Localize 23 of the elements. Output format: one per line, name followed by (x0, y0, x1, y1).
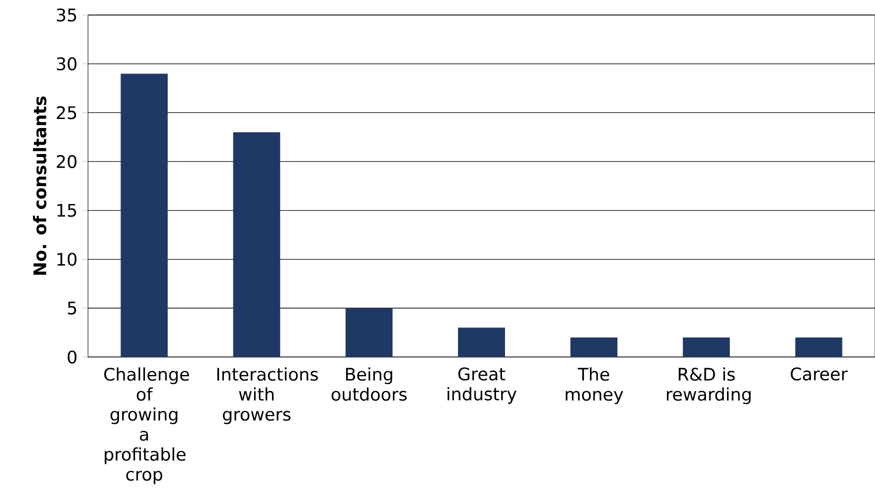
x-tick-label: Challenge of growing a profitable crop (104, 367, 189, 484)
bar (346, 308, 393, 357)
x-tick-label: Career (790, 367, 848, 381)
y-tick-label: 25 (56, 106, 76, 120)
x-tick-label: Interactions with growers (217, 367, 318, 424)
x-tick-label: The money (566, 367, 624, 404)
y-axis-title: No. of consultants (32, 96, 46, 275)
y-tick-label: 15 (57, 204, 76, 217)
y-tick-label: 30 (56, 57, 76, 70)
y-tick-label: 5 (68, 302, 76, 315)
x-tick-label: Being outdoors (332, 367, 407, 401)
bar (795, 337, 842, 357)
bar (570, 337, 618, 357)
bar (682, 337, 730, 357)
bar (233, 132, 280, 357)
y-tick-label: 0 (68, 350, 76, 364)
x-tick-label: Great industry (448, 367, 516, 404)
y-tick-label: 10 (57, 252, 76, 266)
y-tick-label: 35 (56, 8, 76, 22)
bar (120, 74, 168, 357)
bar (458, 328, 505, 357)
x-tick-label: R&D is rewarding (666, 367, 751, 404)
y-tick-label: 20 (56, 155, 76, 168)
